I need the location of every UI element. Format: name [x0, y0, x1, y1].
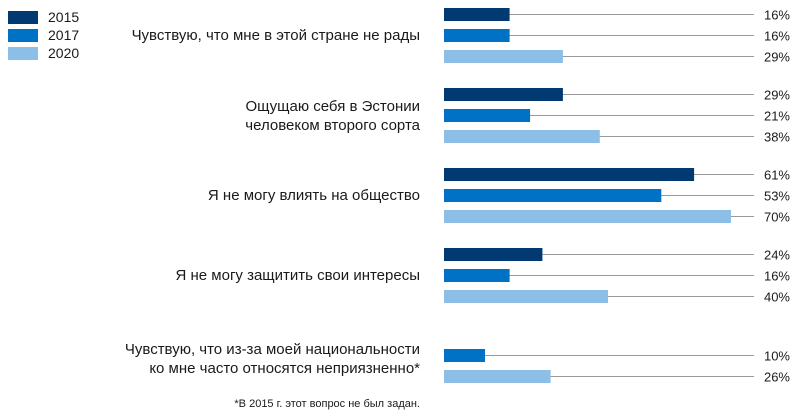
- bar-1-2020: [444, 50, 563, 63]
- value-label-2-2017: 21%: [764, 109, 790, 124]
- legend-label-2017: 2017: [48, 27, 80, 43]
- value-label-1-2015: 16%: [764, 8, 790, 23]
- value-label-2-2020: 38%: [764, 130, 790, 145]
- bar-5-2020: [444, 370, 551, 383]
- legend-swatch-2020: [8, 46, 38, 60]
- value-label-4-2020: 40%: [764, 290, 790, 305]
- bar-2-2015: [444, 88, 563, 101]
- value-label-2-2015: 29%: [764, 88, 790, 103]
- legend-item-2017: 2017: [8, 27, 79, 43]
- value-label-4-2015: 24%: [764, 248, 790, 263]
- legend-swatch-2017: [8, 28, 38, 42]
- value-label-3-2017: 53%: [764, 189, 790, 204]
- bar-4-2020: [444, 290, 608, 303]
- bar-2-2017: [444, 109, 531, 122]
- bar-4-2017: [444, 269, 510, 282]
- bar-2-2020: [444, 130, 600, 143]
- value-label-4-2017: 16%: [764, 269, 790, 284]
- legend-item-2015: 2015: [8, 9, 79, 25]
- value-label-1-2020: 29%: [764, 50, 790, 65]
- value-label-5-2017: 10%: [764, 349, 790, 364]
- value-label-5-2020: 26%: [764, 370, 790, 385]
- category-label-1: Чувствую, что мне в этой стране не рады: [131, 27, 420, 44]
- bar-3-2020: [444, 210, 731, 223]
- footnote: *В 2015 г. этот вопрос не был задан.: [234, 398, 420, 410]
- bar-1-2017: [444, 29, 510, 42]
- category-label-2: Ощущаю себя в Эстонии человеком второго …: [245, 98, 420, 134]
- bar-3-2017: [444, 189, 662, 202]
- legend-swatch-2015: [8, 10, 38, 24]
- bar-4-2015: [444, 248, 543, 261]
- legend-item-2020: 2020: [8, 45, 79, 61]
- bar-5-2017: [444, 349, 485, 362]
- legend-label-2015: 2015: [48, 9, 80, 25]
- value-label-1-2017: 16%: [764, 29, 790, 44]
- bar-3-2015: [444, 168, 695, 181]
- legend-label-2020: 2020: [48, 45, 80, 61]
- category-label-3: Я не могу влиять на общество: [207, 187, 420, 204]
- category-label-4: Я не могу защитить свои интересы: [175, 267, 421, 284]
- value-label-3-2015: 61%: [764, 168, 790, 183]
- bar-1-2015: [444, 8, 510, 21]
- value-label-3-2020: 70%: [764, 210, 790, 225]
- category-label-5: Чувствую, что из-за моей национальности …: [124, 341, 420, 377]
